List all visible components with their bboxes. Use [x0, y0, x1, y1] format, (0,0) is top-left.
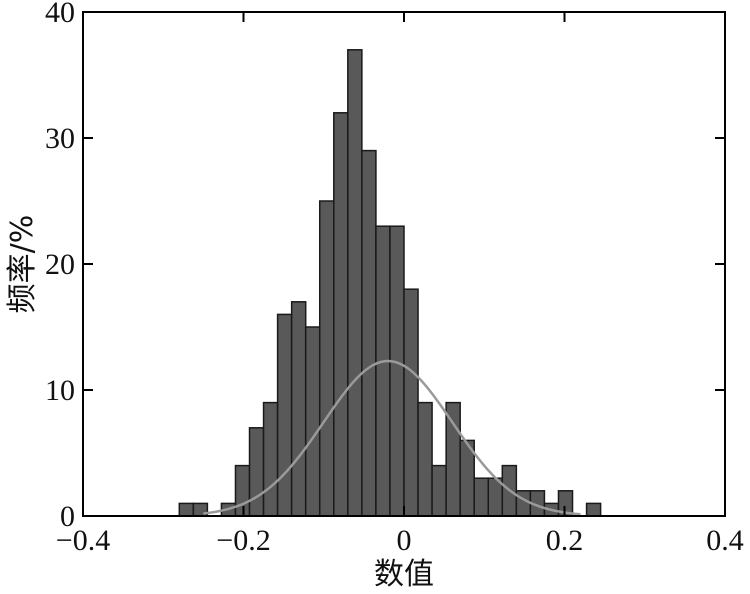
histogram-bar: [178, 502, 195, 517]
y-axis-label: 频率/%: [5, 215, 40, 314]
histogram-bar: [361, 149, 377, 517]
x-axis-label: 数值: [374, 557, 434, 592]
histogram-bar: [445, 401, 461, 517]
histogram-bar: [417, 401, 433, 517]
histogram-bar: [248, 427, 265, 517]
histogram-bar: [276, 313, 293, 517]
x-tick-label: −0.2: [216, 524, 270, 557]
histogram-bar: [389, 225, 405, 517]
y-tick-label: 10: [45, 374, 75, 407]
histogram-bar: [304, 326, 321, 517]
histogram-bar: [403, 288, 419, 517]
histogram-bar: [585, 502, 602, 517]
x-axis-ticks: −0.4 −0.2 0 0.2 0.4: [56, 12, 744, 557]
x-tick-label: 0.2: [546, 524, 584, 557]
y-tick-label: 20: [45, 248, 75, 281]
histogram-bar: [262, 401, 279, 517]
y-tick-label: 30: [45, 122, 75, 155]
bars-group: [178, 49, 602, 517]
histogram-bar: [347, 49, 363, 517]
y-tick-label: 40: [45, 0, 75, 29]
x-tick-label: 0.4: [706, 524, 744, 557]
histogram-bar: [473, 477, 490, 517]
y-tick-label: 0: [60, 500, 75, 533]
histogram-bar: [333, 112, 349, 517]
histogram-bar: [515, 490, 532, 517]
histogram-bar: [234, 464, 251, 517]
histogram-bar: [431, 464, 447, 517]
x-tick-label: 0: [397, 524, 412, 557]
x-tick-label: −0.4: [56, 524, 110, 557]
histogram-bar: [318, 200, 335, 517]
y-axis-ticks: 0 10 20 30 40: [45, 0, 725, 533]
histogram-bar: [290, 301, 307, 517]
fitted-normal-curve: [203, 359, 581, 516]
histogram-bar: [375, 225, 391, 517]
